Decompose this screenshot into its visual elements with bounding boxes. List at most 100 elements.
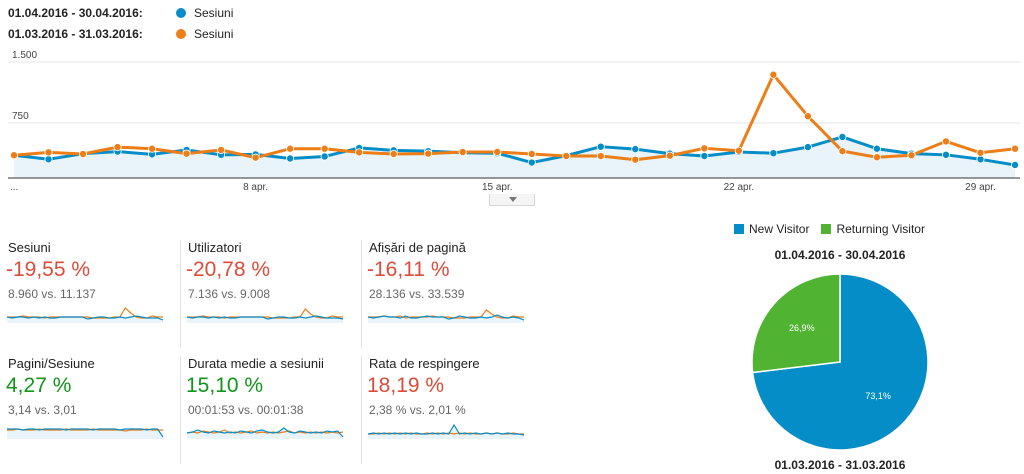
metric-title: Rata de respingere — [369, 356, 480, 371]
sparkline-previous — [186, 429, 344, 434]
data-point-current[interactable] — [838, 132, 847, 141]
metric-comparison: 8.960 vs. 11.137 — [8, 287, 96, 301]
data-point-current[interactable] — [631, 145, 640, 154]
metric-card[interactable]: Rata de respingere 18,19 % 2,38 % vs. 2,01… — [361, 356, 533, 464]
x-tick-label: 15 apr. — [482, 182, 513, 193]
legend-series-name: Sesiuni — [194, 27, 234, 41]
metric-sparkline — [186, 427, 344, 439]
legend-series-name: Sesiuni — [194, 6, 234, 20]
pie-slice-label: 26,9% — [789, 323, 815, 333]
data-point-current[interactable] — [320, 152, 329, 161]
data-point-current[interactable] — [1011, 160, 1020, 169]
metric-title: Afișări de pagină — [369, 240, 466, 255]
pie-slice-returning-visitor[interactable] — [751, 273, 841, 374]
series-line-current — [13, 135, 1016, 167]
data-point-previous[interactable] — [44, 148, 53, 157]
card-divider — [361, 240, 362, 348]
metric-change-percent: 18,19 % — [367, 374, 445, 397]
sparkline-current — [7, 428, 164, 438]
legend-date-range: 01.03.2016 - 31.03.2016: — [8, 27, 143, 41]
data-point-previous[interactable] — [79, 150, 88, 159]
x-tick-label: 29 apr. — [965, 182, 996, 193]
data-point-current[interactable] — [769, 149, 778, 158]
data-point-current[interactable] — [286, 154, 295, 163]
sparkline-current — [186, 427, 344, 438]
legend-date-range: 01.04.2016 - 30.04.2016: — [8, 6, 143, 20]
sparkline-current — [367, 314, 525, 321]
pie-legend-label: New Visitor — [749, 222, 810, 236]
data-point-previous[interactable] — [941, 137, 950, 146]
metric-sparkline — [7, 428, 164, 439]
metric-change-percent: -16,11 % — [367, 258, 450, 281]
data-point-previous[interactable] — [493, 147, 502, 156]
data-point-previous[interactable] — [700, 144, 709, 153]
sparkline-current — [6, 315, 164, 321]
data-point-previous[interactable] — [424, 149, 433, 158]
data-point-previous[interactable] — [527, 150, 536, 159]
pie-slice-label: 73,1% — [865, 391, 891, 401]
legend-swatch-icon — [734, 224, 744, 234]
metric-card[interactable]: Utilizatori -20,78 % 7.136 vs. 9.008 — [180, 240, 352, 348]
data-point-current[interactable] — [941, 150, 950, 159]
chart-collapse-toggle[interactable] — [489, 194, 535, 206]
metric-card[interactable]: Pagini/Sesiune 4,27 % 3,14 vs. 3,01 — [0, 356, 172, 464]
data-point-previous[interactable] — [596, 152, 605, 161]
metric-card[interactable]: Sesiuni -19,55 % 8.960 vs. 11.137 — [0, 240, 172, 348]
data-point-previous[interactable] — [251, 153, 260, 162]
series-dot-icon — [176, 29, 186, 39]
data-point-previous[interactable] — [872, 153, 881, 162]
sparkline-previous — [7, 428, 163, 432]
card-divider — [361, 356, 362, 464]
sparkline-area — [368, 425, 524, 439]
sessions-line-chart[interactable]: 1.500 750... 8 apr. 15 apr. 22 apr. 29 apr. — [0, 48, 1024, 198]
x-tick-label: 8 apr. — [243, 182, 268, 193]
data-point-previous[interactable] — [389, 150, 398, 159]
pie-legend: New Visitor Returning Visitor — [734, 222, 937, 236]
data-point-previous[interactable] — [562, 152, 571, 161]
data-point-previous[interactable] — [182, 149, 191, 158]
data-point-previous[interactable] — [631, 155, 640, 164]
metric-change-percent: -20,78 % — [186, 258, 271, 281]
pie-legend-new-visitor[interactable]: New Visitor — [734, 222, 809, 236]
data-point-current[interactable] — [596, 142, 605, 151]
data-point-previous[interactable] — [355, 148, 364, 157]
data-point-previous[interactable] — [803, 112, 812, 121]
data-point-previous[interactable] — [1011, 144, 1020, 153]
metric-card[interactable]: Afișări de pagină -16,11 % 28.136 vs. 33.5… — [361, 240, 533, 348]
pie-title-current: 01.04.2016 - 30.04.2016 — [774, 248, 906, 262]
pie-title-previous: 01.03.2016 - 31.03.2016 — [774, 458, 906, 472]
pie-legend-returning-visitor[interactable]: Returning Visitor — [821, 222, 925, 236]
data-point-previous[interactable] — [907, 151, 916, 160]
legend-row-current[interactable]: 01.04.2016 - 30.04.2016: Sesiuni — [8, 5, 233, 21]
metric-comparison: 3,14 vs. 3,01 — [8, 403, 77, 417]
data-point-previous[interactable] — [838, 147, 847, 156]
metric-title: Utilizatori — [188, 240, 242, 255]
data-point-previous[interactable] — [769, 70, 778, 79]
data-point-previous[interactable] — [458, 147, 467, 156]
data-point-previous[interactable] — [734, 146, 743, 155]
data-point-previous[interactable] — [148, 144, 157, 153]
data-point-current[interactable] — [44, 155, 53, 164]
metric-sparkline — [367, 423, 525, 439]
data-point-current[interactable] — [527, 158, 536, 167]
data-point-previous[interactable] — [217, 145, 226, 154]
legend-swatch-icon — [821, 224, 832, 234]
metric-comparison: 28.136 vs. 33.539 — [369, 287, 465, 301]
data-point-previous[interactable] — [976, 148, 985, 157]
data-point-current[interactable] — [872, 144, 881, 153]
sparkline-current — [367, 423, 525, 436]
series-dot-icon — [176, 8, 186, 18]
metric-sparkline — [186, 308, 344, 323]
data-point-current[interactable] — [803, 143, 812, 152]
data-point-previous[interactable] — [113, 143, 122, 152]
data-point-previous[interactable] — [320, 144, 329, 153]
metric-card[interactable]: Durata medie a sesiunii 15,10 % 00:01:53 v… — [180, 356, 352, 464]
sparkline-area — [187, 428, 343, 439]
metric-comparison: 2,38 % vs. 2,01 % — [369, 403, 466, 417]
data-point-previous[interactable] — [9, 151, 18, 160]
data-point-previous[interactable] — [286, 144, 295, 153]
legend-row-previous[interactable]: 01.03.2016 - 31.03.2016: Sesiuni — [8, 26, 233, 42]
data-point-current[interactable] — [700, 152, 709, 161]
visitor-type-pie-chart[interactable]: 73,1% 26,9% — [740, 262, 940, 462]
data-point-previous[interactable] — [665, 151, 674, 160]
